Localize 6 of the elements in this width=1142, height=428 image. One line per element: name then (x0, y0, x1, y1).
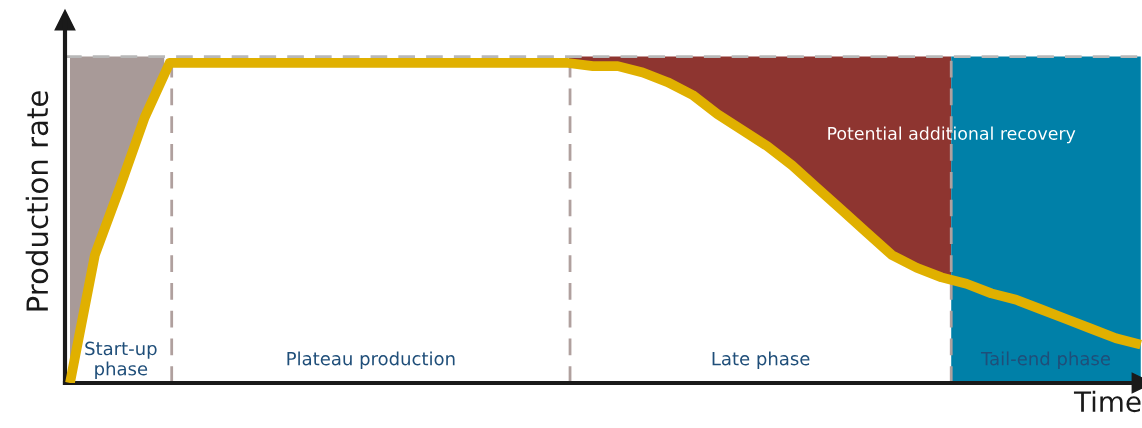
y-axis-title: Production rate (25, 91, 49, 311)
annotation: Late phase (712, 351, 810, 369)
x-axis-title: Time (1073, 390, 1141, 413)
annotation: Start-up phase (85, 341, 157, 379)
annotation: Plateau production (287, 351, 455, 369)
annotation: Potential additional recovery (828, 126, 1076, 144)
